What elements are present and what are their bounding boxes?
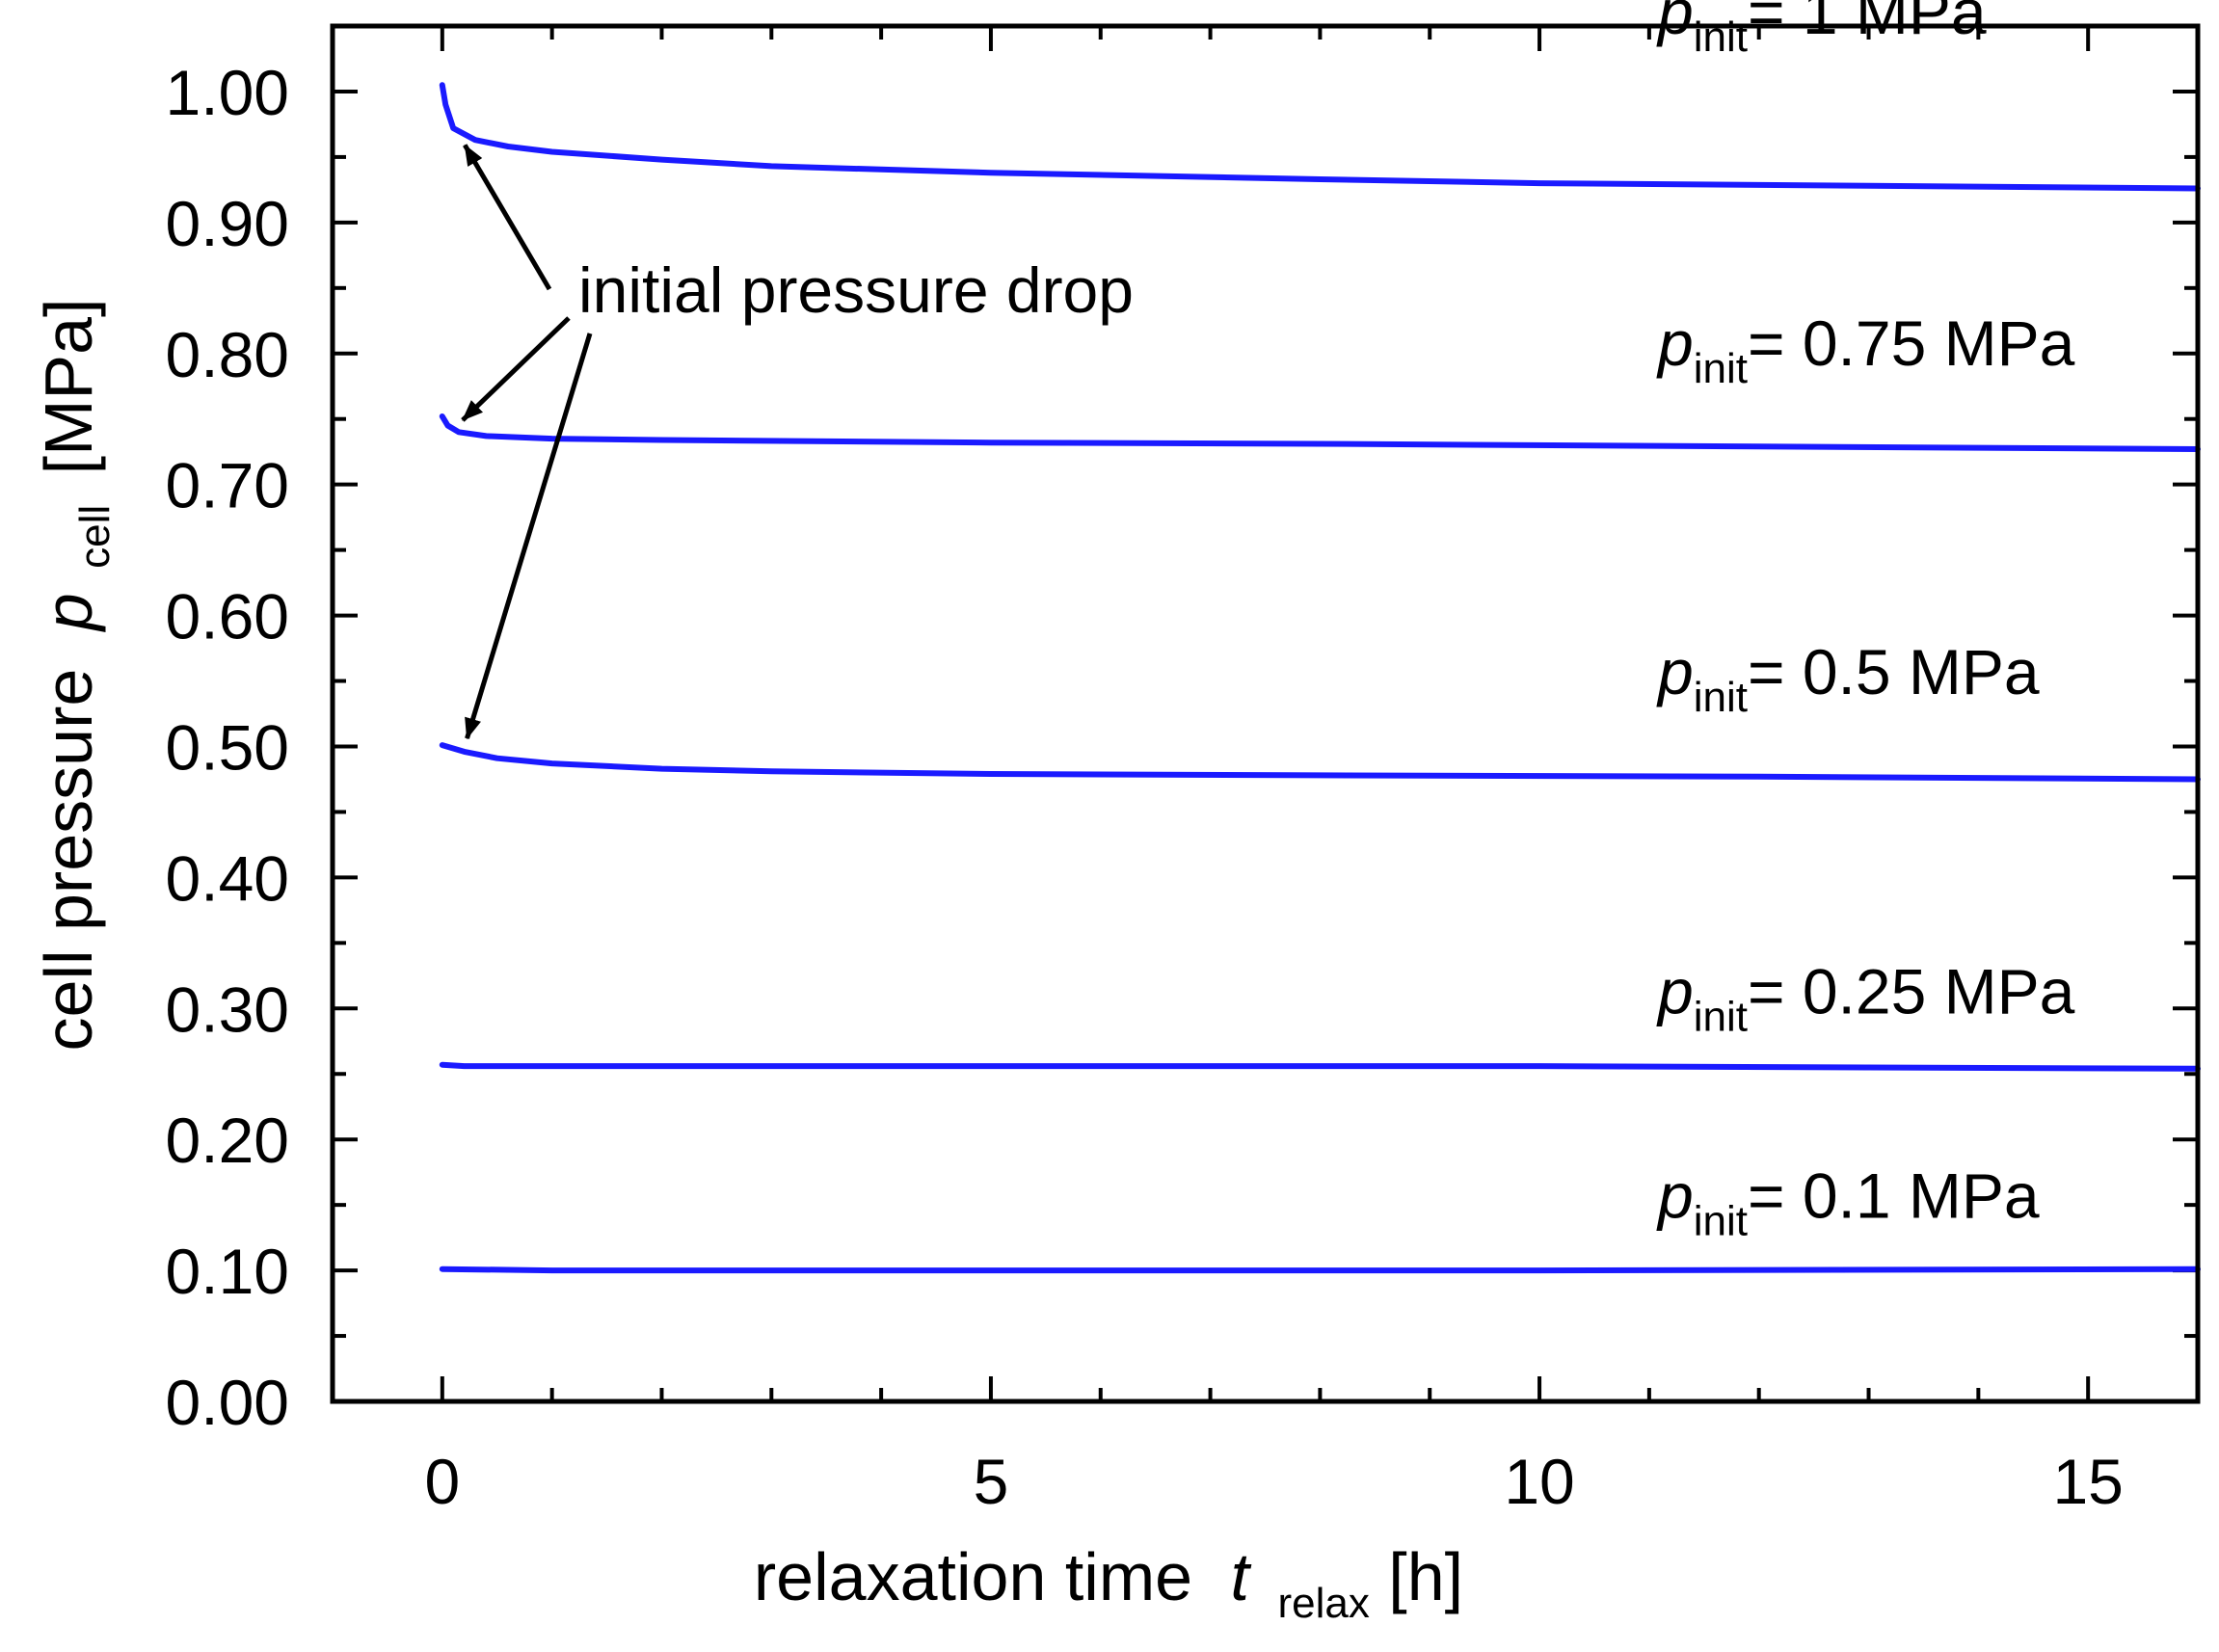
annotation-arrow [461,316,571,422]
y-tick-label: 0.50 [166,711,289,783]
x-tick-label: 15 [2052,1446,2123,1517]
y-tick-label: 0.60 [166,581,289,653]
series-label-var: p [1656,956,1694,1027]
series-label: pinit= 0.5 MPa [1656,636,2040,721]
y-tick-label: 0.80 [166,319,289,390]
series-label: pinit= 1 MPa [1656,0,1987,61]
x-tick-label: 0 [424,1446,460,1517]
y-tick-label: 0.90 [166,188,289,259]
series-label-sub: init [1694,1198,1748,1245]
x-axis-title-sub: relax [1277,1580,1369,1627]
x-axis-title-var: t [1231,1539,1252,1614]
y-tick-label: 0.30 [166,973,289,1045]
y-tick-label: 0.20 [166,1105,289,1176]
series-label-sub: init [1694,13,1748,61]
series-label-value: = 0.5 MPa [1748,636,2040,707]
x-axis-title-unit: [h] [1388,1539,1463,1614]
series-label-value: = 0.25 MPa [1748,956,2075,1027]
series-line [439,82,2201,192]
series-label-sub: init [1694,674,1748,721]
series-label: pinit= 0.75 MPa [1656,307,2075,392]
y-axis-title: cell pressure p cell [MPa] [31,299,123,1052]
x-axis-title-main: relaxation time [754,1539,1192,1614]
x-tick-label: 10 [1504,1446,1574,1517]
y-tick-label: 0.70 [166,450,289,521]
y-tick-label: 0.00 [166,1367,289,1438]
series-line [439,1266,2201,1274]
annotation-text: initial pressure drop [578,254,1134,326]
axes-group: 0.00 0.10 0.20 0.30 0.40 0.50 0.60 0.70 0.80 0.90… [166,26,2200,1517]
series-label-sub: init [1694,994,1748,1041]
series-label: pinit= 0.25 MPa [1656,956,2075,1041]
series-line [439,413,2201,452]
x-tick-label: 5 [974,1446,1009,1517]
y-axis-title-var: p [31,593,106,632]
series-label-var: p [1656,1160,1694,1232]
series-label-value: = 0.1 MPa [1748,1160,2040,1232]
y-axis-title-sub: cell [71,505,119,569]
x-axis-title: relaxation time t relax [h] [754,1539,1463,1632]
y-tick-label: 0.10 [166,1236,289,1307]
series-label-sub: init [1694,345,1748,392]
series-line [439,1061,2201,1072]
plot-frame [330,23,2201,1404]
y-axis-title-unit: [MPa] [31,299,106,475]
annotation-group: initial pressure drop [461,144,1134,740]
annotation-arrow [465,333,593,740]
series-group [439,82,2201,1274]
series-label: pinit= 0.1 MPa [1656,1160,2040,1245]
annotation-arrow [463,144,552,291]
y-axis-title-main: cell pressure [31,669,106,1052]
y-tick-label: 0.40 [166,842,289,914]
series-label-value: = 0.75 MPa [1748,307,2075,379]
series-label-var: p [1656,636,1694,707]
series-label-var: p [1656,307,1694,379]
series-line [439,742,2201,783]
y-tick-label: 1.00 [166,57,289,128]
